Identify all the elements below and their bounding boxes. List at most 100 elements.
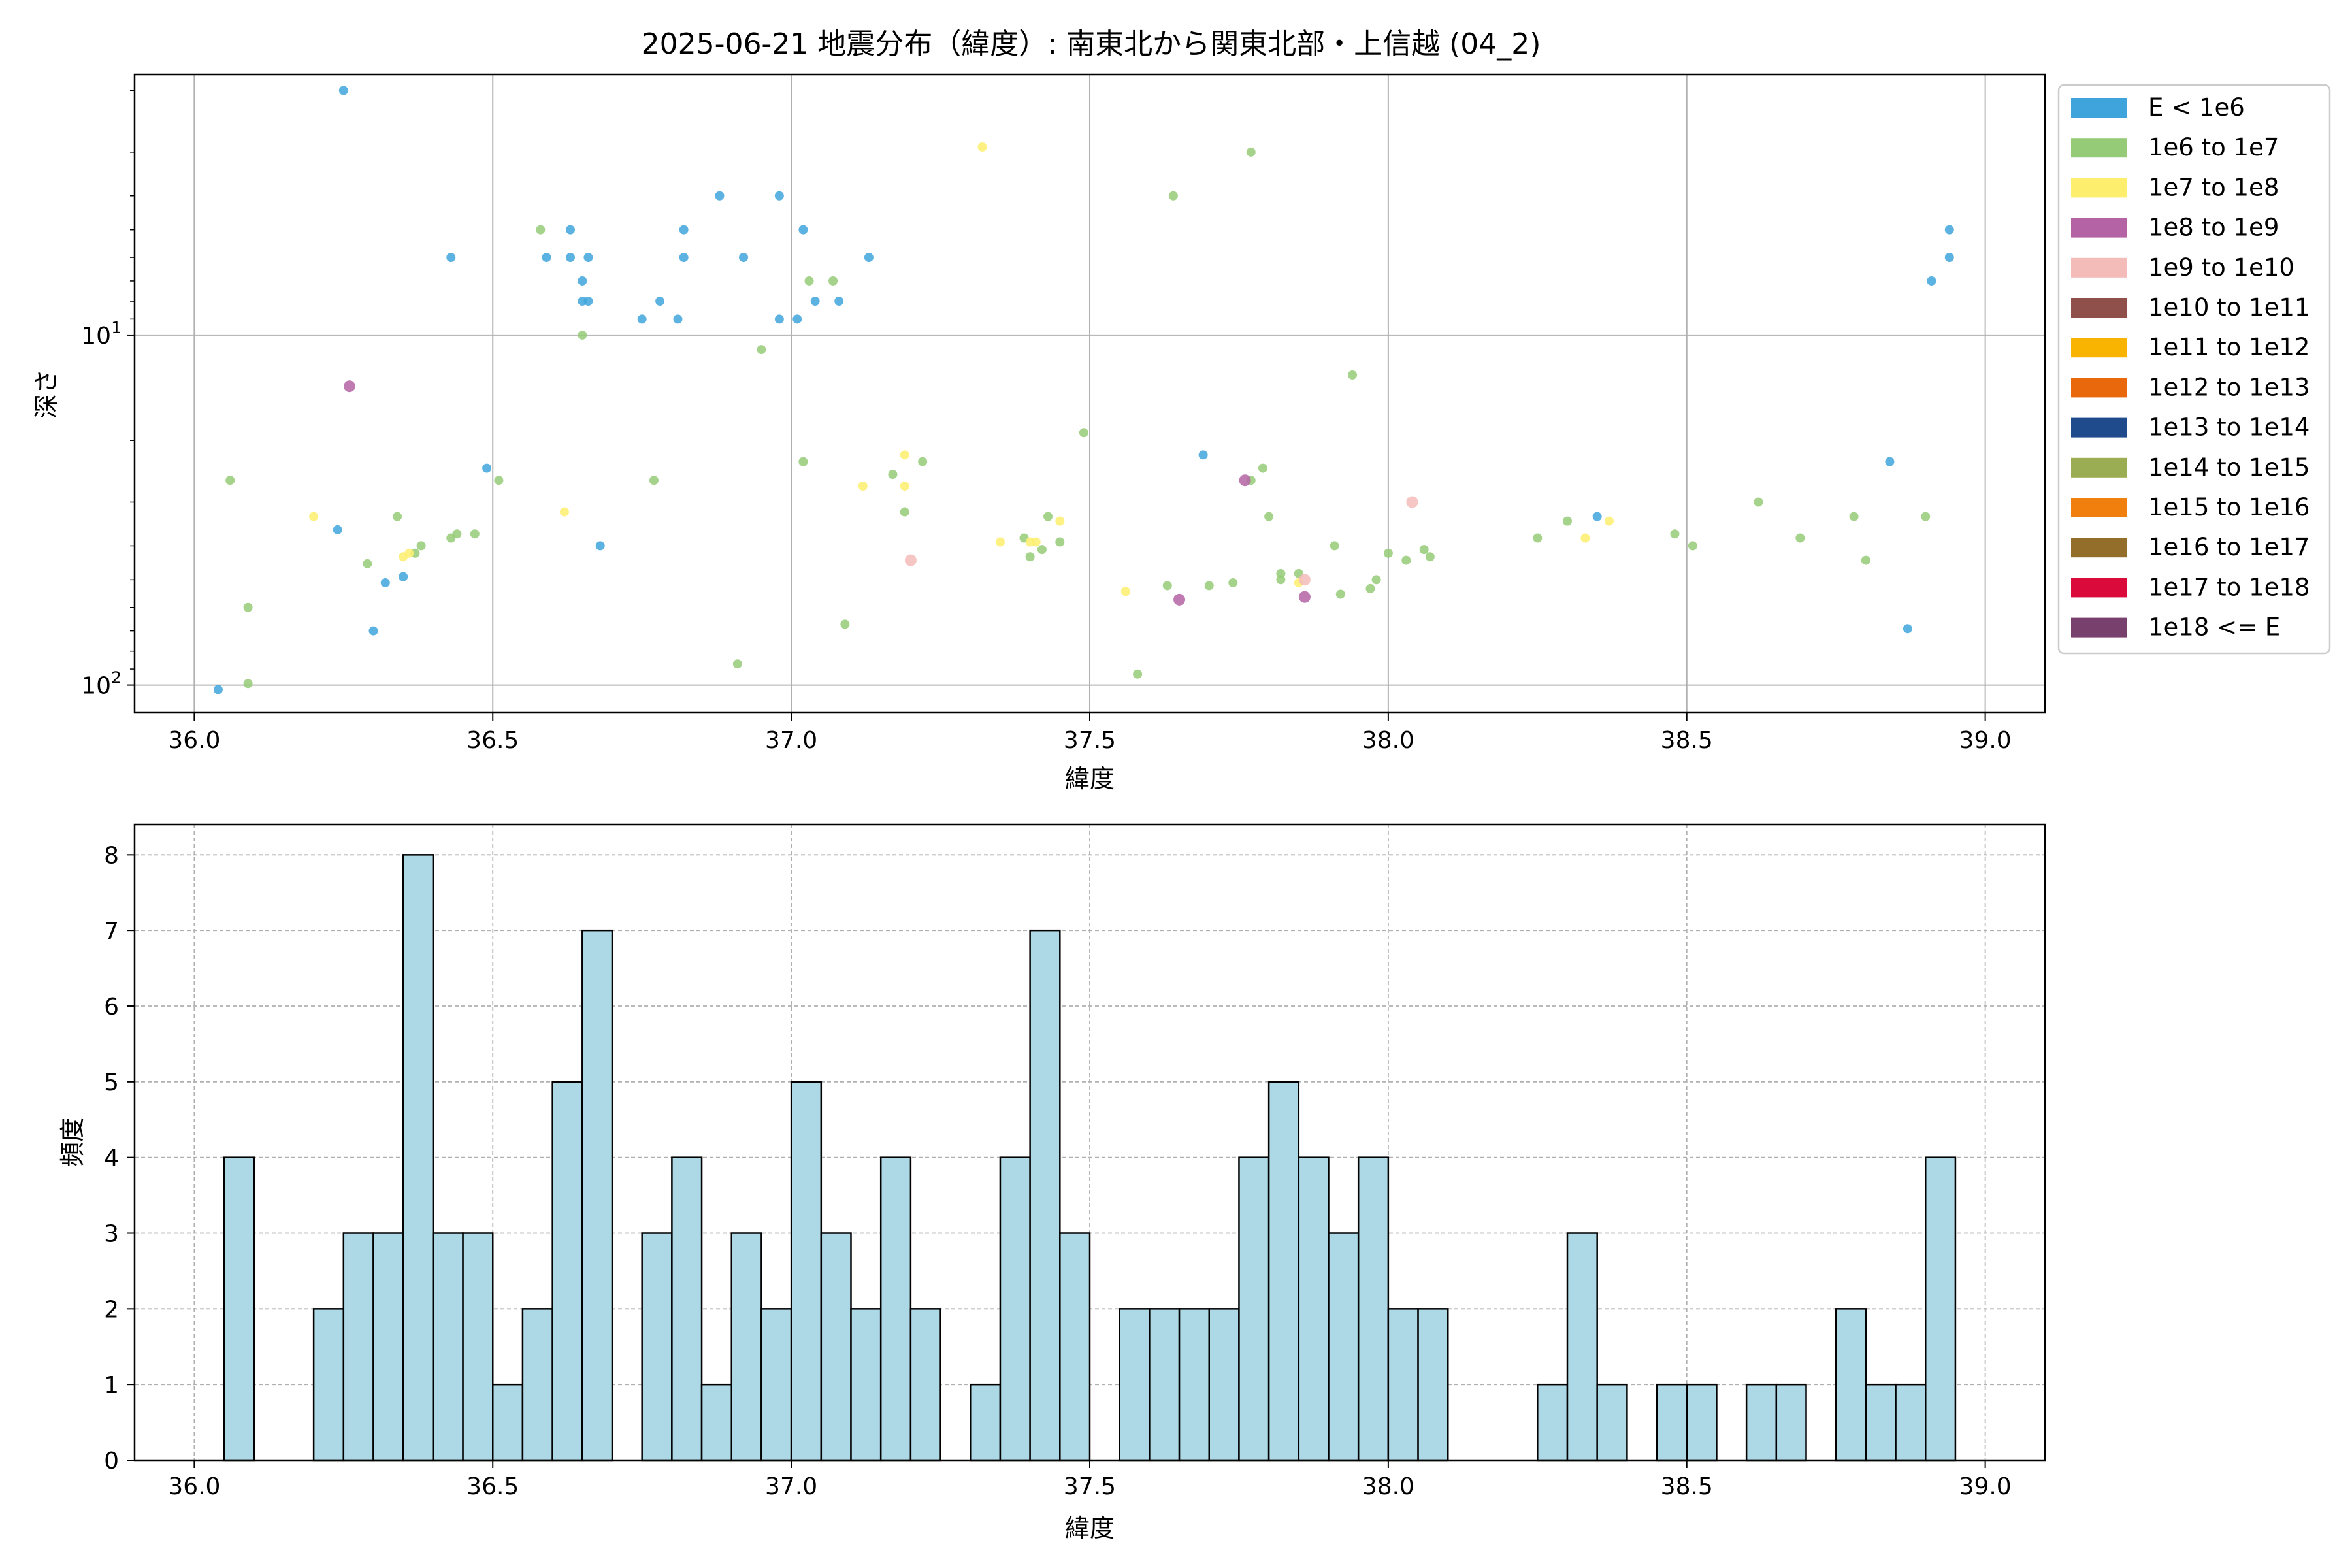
scatter-x-tick-label: 36.0 <box>168 727 220 754</box>
legend-label: 1e14 to 1e15 <box>2148 453 2310 482</box>
histogram-bar <box>1149 1308 1181 1462</box>
scatter-point <box>888 470 898 480</box>
histogram-bar <box>970 1383 1002 1462</box>
histogram-x-tick-label: 36.5 <box>466 1473 519 1500</box>
scatter-x-label: 緯度 <box>1065 764 1115 793</box>
histogram-bar <box>492 1383 524 1462</box>
scatter-point <box>1298 591 1311 603</box>
histogram-y-tick-label: 5 <box>104 1070 119 1096</box>
legend-swatch <box>2071 178 2127 198</box>
scatter-point <box>757 345 766 355</box>
scatter-point <box>1944 225 1954 235</box>
scatter-point <box>977 142 987 152</box>
scatter-point <box>225 476 235 485</box>
scatter-point <box>542 253 551 263</box>
legend: E < 1e6 1e6 to 1e7 1e7 to 1e8 1e8 to 1e9 1e9… <box>2057 84 2331 655</box>
scatter-point <box>732 659 742 669</box>
scatter-point <box>1264 512 1274 521</box>
scatter-point <box>1168 191 1178 201</box>
scatter-point <box>900 481 909 491</box>
scatter-point <box>566 253 576 263</box>
legend-label: 1e7 to 1e8 <box>2148 173 2279 201</box>
scatter-point <box>1861 555 1870 565</box>
scatter-point <box>1419 545 1429 555</box>
legend-swatch <box>2071 617 2127 638</box>
scatter-x-tick-label: 37.5 <box>1064 727 1116 754</box>
histogram-bar <box>879 1156 912 1462</box>
scatter-point <box>774 314 784 324</box>
histogram-bar <box>1775 1383 1807 1462</box>
scatter-point <box>858 481 868 491</box>
histogram-bar <box>402 854 434 1462</box>
scatter-point <box>1025 552 1035 562</box>
scatter-x-tick-label: 38.0 <box>1362 727 1414 754</box>
scatter-x-tick-label: 37.0 <box>765 727 817 754</box>
scatter-point <box>792 314 802 324</box>
legend-label: 1e11 to 1e12 <box>2148 333 2310 361</box>
scatter-point <box>900 450 909 460</box>
histogram-bar <box>999 1156 1031 1462</box>
histogram-bar <box>1178 1308 1210 1462</box>
scatter-point <box>1330 541 1339 551</box>
histogram-bar <box>1357 1156 1390 1462</box>
scatter-point <box>494 476 504 485</box>
histogram-bar <box>223 1156 255 1462</box>
scatter-point <box>1079 428 1088 438</box>
legend-swatch <box>2071 138 2127 158</box>
histogram-bar <box>1745 1383 1778 1462</box>
legend-label: 1e15 to 1e16 <box>2148 493 2310 521</box>
scatter-point <box>452 529 462 539</box>
histogram-bar <box>581 929 613 1462</box>
histogram-bar <box>909 1308 941 1462</box>
scatter-point <box>834 297 844 306</box>
scatter-point <box>1921 512 1931 521</box>
histogram-bar <box>1925 1156 1957 1462</box>
scatter-point <box>1754 497 1763 507</box>
scatter-point <box>559 507 569 517</box>
scatter-point <box>1401 555 1411 565</box>
scatter-point <box>1173 593 1186 606</box>
legend-label: 1e8 to 1e9 <box>2148 214 2279 242</box>
scatter-point <box>673 314 683 324</box>
scatter-point <box>840 619 850 629</box>
scatter-point <box>536 225 546 235</box>
histogram-y-ticks: 0 1 2 3 4 5 6 7 8 <box>104 842 135 1475</box>
histogram-bar <box>1566 1232 1598 1462</box>
scatter-point <box>583 253 593 263</box>
scatter-point <box>1133 669 1143 679</box>
histogram-bar <box>1895 1383 1927 1462</box>
histogram-bar <box>342 1232 374 1462</box>
legend-swatch <box>2071 98 2127 118</box>
scatter-y-label: 深さ <box>32 369 61 419</box>
histogram-bar <box>760 1308 792 1462</box>
scatter-y-tick-label: 101 <box>81 318 122 350</box>
scatter-point <box>1335 589 1345 599</box>
histogram-bar <box>1537 1383 1569 1462</box>
scatter-point <box>578 330 587 340</box>
scatter-point <box>1885 457 1895 466</box>
scatter-x-tick-label: 36.5 <box>466 727 519 754</box>
scatter-point <box>1031 537 1041 547</box>
histogram-bar <box>1387 1308 1419 1462</box>
scatter-point <box>1258 463 1267 473</box>
scatter-point <box>1348 370 1358 380</box>
scatter-point <box>1043 512 1053 521</box>
scatter-point <box>482 463 492 473</box>
legend-label: 1e13 to 1e14 <box>2148 414 2310 442</box>
scatter-y-tick-label: 102 <box>81 668 122 700</box>
scatter-point <box>1228 578 1238 587</box>
legend-label: E < 1e6 <box>2148 93 2245 122</box>
legend-swatch <box>2071 257 2127 278</box>
scatter-point <box>470 529 480 539</box>
histogram-bar <box>671 1156 703 1462</box>
scatter-point <box>583 297 593 306</box>
histogram-bar <box>1208 1308 1240 1462</box>
scatter-point <box>333 525 342 534</box>
histogram-bar <box>700 1383 732 1462</box>
scatter-point <box>416 541 426 551</box>
scatter-point <box>828 276 838 286</box>
histogram-bar <box>1029 929 1061 1462</box>
scatter-point <box>404 548 414 558</box>
scatter-point <box>393 512 402 521</box>
scatter-point <box>1365 583 1375 593</box>
